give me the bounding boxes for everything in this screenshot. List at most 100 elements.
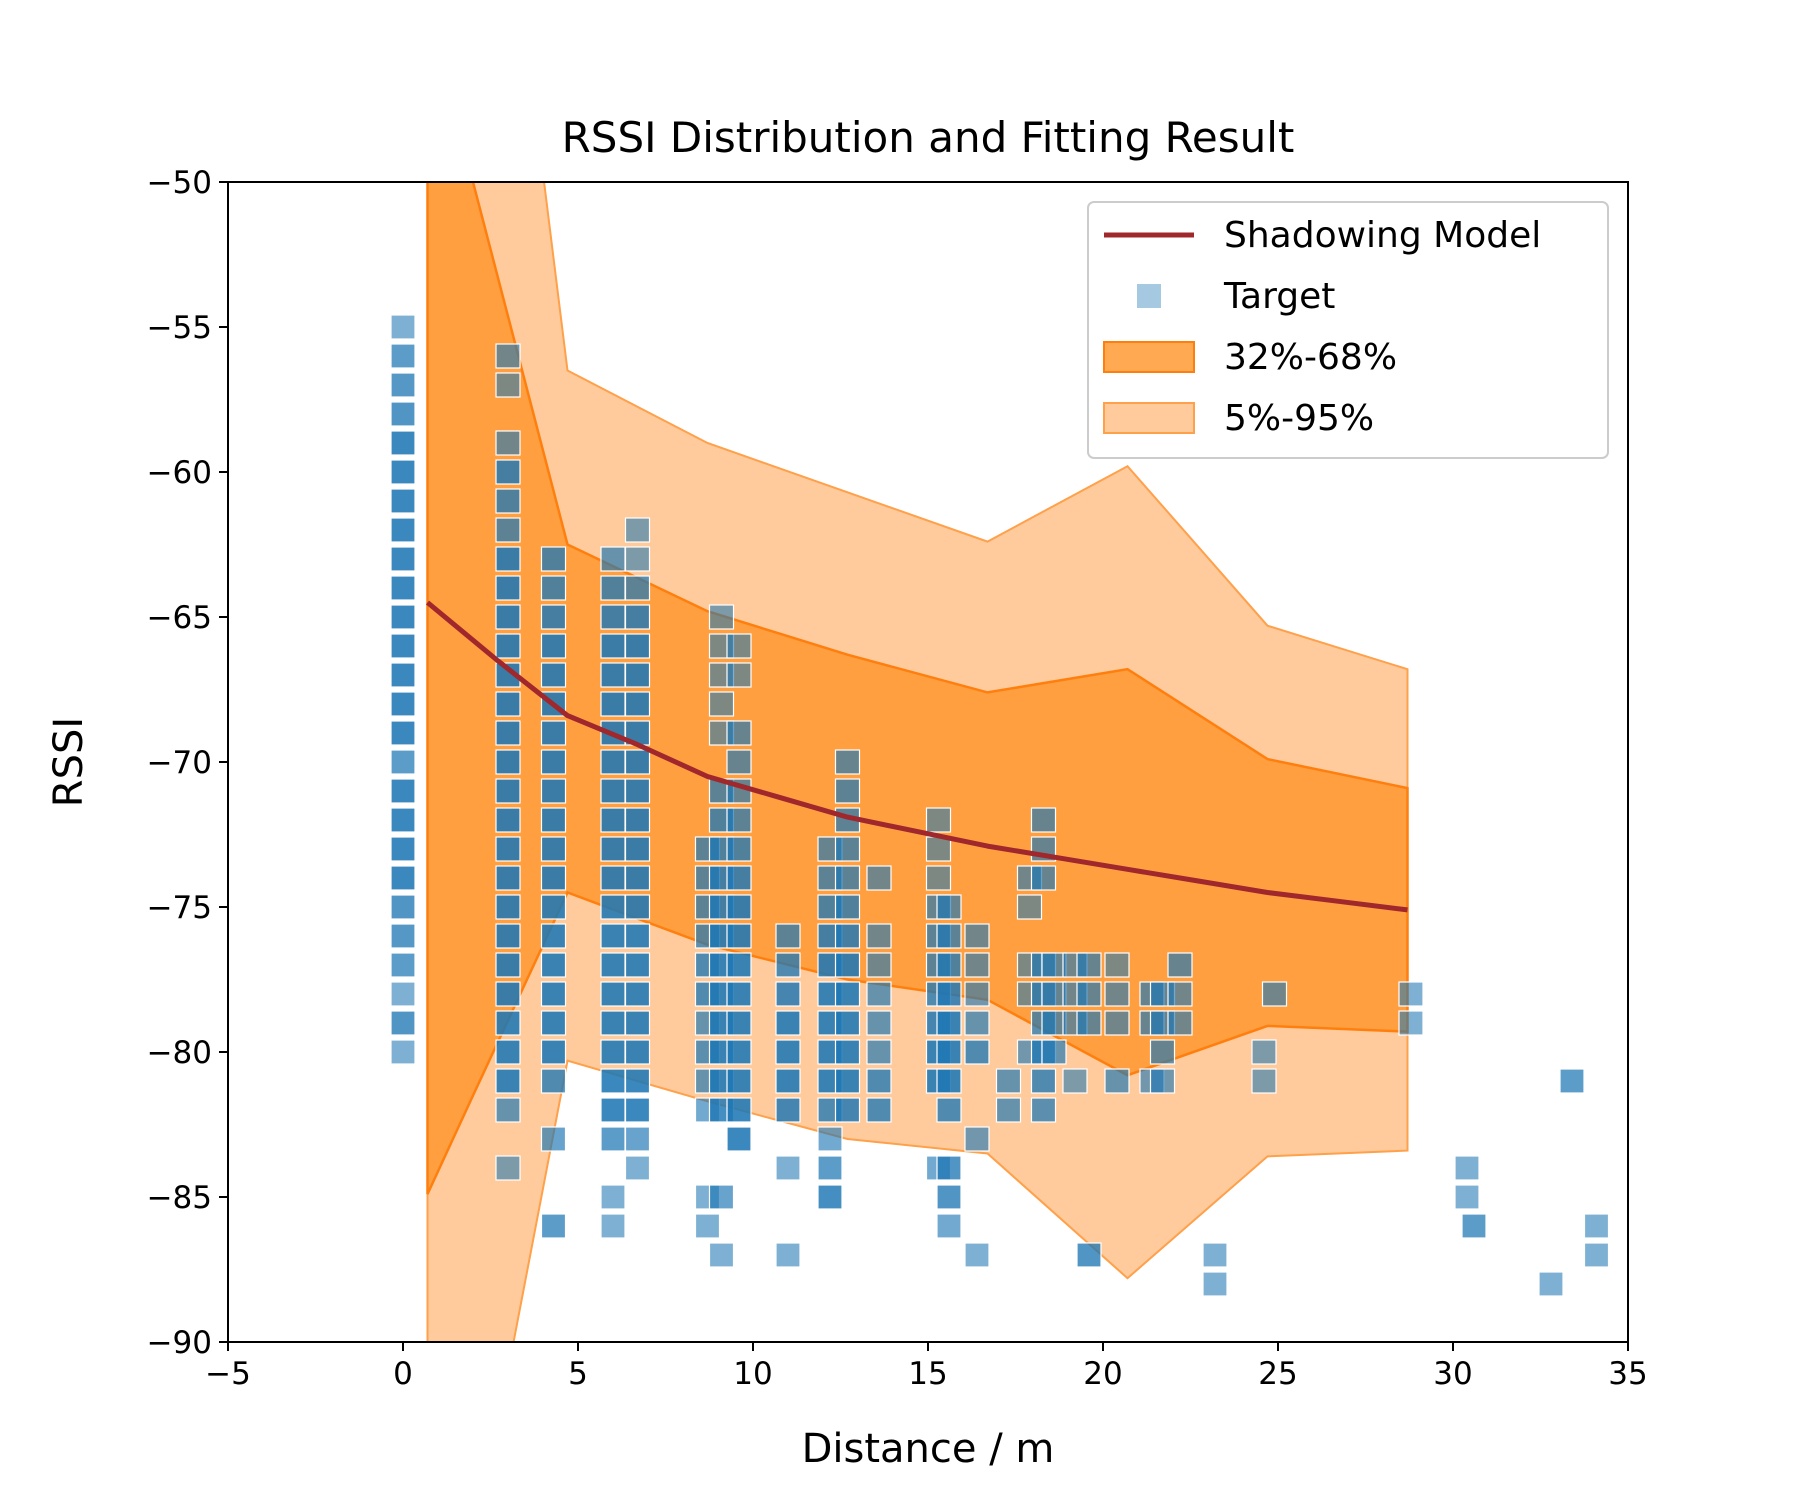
target-point <box>1583 1242 1610 1268</box>
target-point <box>390 430 416 456</box>
target-point <box>495 1039 521 1065</box>
target-point <box>390 865 416 891</box>
target-point <box>1041 1010 1067 1036</box>
target-point <box>964 952 990 978</box>
target-point <box>540 836 567 862</box>
target-point <box>834 749 861 775</box>
plot-frame <box>227 181 1629 1343</box>
target-point <box>1076 981 1102 1007</box>
target-point <box>624 546 651 572</box>
target-point <box>936 923 962 949</box>
target-point <box>495 575 521 601</box>
target-point <box>624 865 651 891</box>
target-point <box>1041 1039 1067 1065</box>
legend-swatch-band-32-68 <box>1103 341 1195 373</box>
legend-label: 5%-95% <box>1224 398 1374 439</box>
target-point <box>495 633 521 659</box>
target-point <box>540 923 567 949</box>
target-point <box>624 1010 651 1036</box>
target-point <box>495 807 521 833</box>
target-point <box>624 1068 651 1094</box>
target-point <box>726 807 752 833</box>
target-point <box>708 1242 735 1268</box>
target-point <box>495 1097 521 1123</box>
target-point <box>390 981 416 1007</box>
legend-swatch-target <box>1137 284 1161 308</box>
target-point <box>495 923 521 949</box>
x-tick-label: 5 <box>568 1356 588 1392</box>
legend-label: Target <box>1223 276 1335 317</box>
target-point <box>540 865 567 891</box>
target-point <box>624 691 651 717</box>
target-point <box>390 459 416 485</box>
target-point <box>495 749 521 775</box>
target-point <box>624 952 651 978</box>
target-point <box>540 807 567 833</box>
target-point <box>834 778 861 804</box>
target-point <box>390 836 416 862</box>
target-point <box>390 372 416 398</box>
target-point <box>1454 1155 1480 1181</box>
target-point <box>1538 1271 1564 1297</box>
shadowing-model-line <box>425 600 1408 913</box>
target-point <box>495 1068 521 1094</box>
target-point <box>936 1039 962 1065</box>
target-point <box>600 1010 626 1036</box>
target-point <box>925 807 952 833</box>
target-point <box>495 720 521 746</box>
target-point <box>600 1184 626 1210</box>
target-point <box>390 952 416 978</box>
target-point <box>495 459 521 485</box>
legend-box <box>1087 201 1609 459</box>
target-point <box>726 836 752 862</box>
y-tick-label: −70 <box>147 745 212 781</box>
target-point <box>390 604 416 630</box>
target-point <box>624 923 651 949</box>
target-point <box>775 1039 801 1065</box>
target-point <box>834 836 861 862</box>
target-point <box>1104 981 1130 1007</box>
target-point <box>995 1068 1022 1094</box>
target-point <box>834 952 861 978</box>
target-point <box>775 1155 801 1181</box>
y-tick-label: −50 <box>147 165 212 201</box>
target-point <box>775 981 801 1007</box>
target-point <box>390 1010 416 1036</box>
target-point <box>1167 1010 1193 1036</box>
target-point <box>1030 1097 1057 1123</box>
target-point <box>726 720 752 746</box>
target-point <box>964 1126 990 1152</box>
y-tick-label: −60 <box>147 455 212 491</box>
target-point <box>936 1213 962 1239</box>
target-point <box>540 778 567 804</box>
target-point <box>1398 1010 1424 1036</box>
target-point <box>540 1039 567 1065</box>
target-point <box>624 749 651 775</box>
target-point <box>600 575 626 601</box>
target-point <box>726 749 752 775</box>
target-point <box>866 981 892 1007</box>
target-point <box>624 807 651 833</box>
target-point <box>1261 981 1288 1007</box>
target-point <box>775 923 801 949</box>
target-point <box>624 575 651 601</box>
x-tick-label: 20 <box>1083 1356 1122 1392</box>
target-point <box>866 923 892 949</box>
target-point <box>624 1155 651 1181</box>
target-point <box>936 1010 962 1036</box>
target-point <box>495 894 521 920</box>
target-point <box>390 517 416 543</box>
target-point <box>495 372 521 398</box>
target-point <box>1062 1068 1088 1094</box>
target-point <box>495 604 521 630</box>
target-point <box>834 1068 861 1094</box>
target-point <box>390 343 416 369</box>
chart-title: RSSI Distribution and Fitting Result <box>562 113 1295 162</box>
target-point <box>936 1068 962 1094</box>
target-point <box>390 807 416 833</box>
target-point <box>1251 1068 1277 1094</box>
legend-label: Shadowing Model <box>1224 215 1541 256</box>
target-point <box>708 1184 735 1210</box>
target-point <box>726 1068 752 1094</box>
target-point <box>624 633 651 659</box>
